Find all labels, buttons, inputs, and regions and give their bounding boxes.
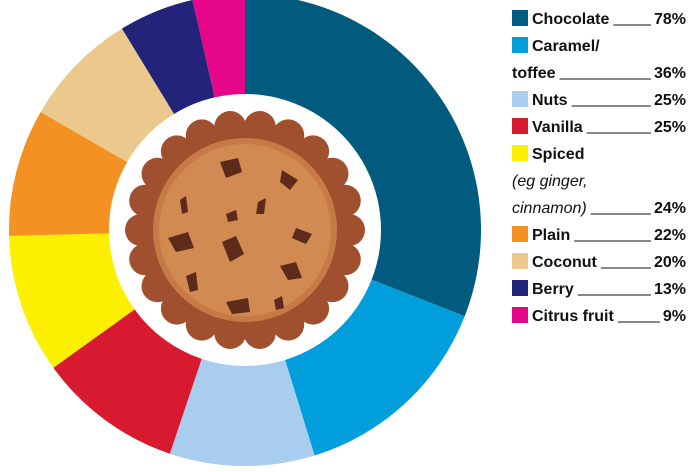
donut-slice (9, 233, 135, 368)
legend-value: 9% (663, 308, 686, 325)
legend-swatch (512, 91, 528, 107)
donut-slice (8, 112, 128, 236)
legend-label: Berry (532, 281, 574, 298)
legend-annotation: (eg ginger, cinnamon) (512, 173, 588, 217)
donut-slice (121, 0, 215, 114)
legend-label: Chocolate (532, 11, 609, 28)
legend-swatch (512, 10, 528, 26)
legend-label: Spiced (532, 146, 584, 163)
legend-swatch (512, 145, 528, 161)
legend-label: Nuts (532, 92, 568, 109)
legend-value: 20% (654, 254, 686, 271)
cookie-illustration (125, 111, 365, 349)
legend-value: 25% (654, 119, 686, 136)
legend-label: Plain (532, 227, 570, 244)
legend-swatch (512, 280, 528, 296)
legend-value: 22% (654, 227, 686, 244)
legend-label: Coconut (532, 254, 598, 271)
legend-value: 78% (654, 11, 686, 28)
legend-label: Citrus fruit (532, 308, 614, 325)
legend-value: 25% (654, 92, 686, 109)
legend-swatch (512, 253, 528, 269)
donut-slice (169, 358, 315, 466)
legend-value: 36% (654, 65, 686, 82)
donut-slice (192, 0, 245, 98)
legend-label: Vanilla (532, 119, 583, 136)
legend-swatch (512, 226, 528, 242)
donut-slice (245, 0, 481, 317)
legend-swatch (512, 307, 528, 323)
legend-label: Caramel/toffee (512, 38, 600, 82)
legend-value: 24% (654, 200, 686, 217)
donut-slice (40, 28, 175, 162)
donut-slice (285, 279, 465, 456)
legend-value: 13% (654, 281, 686, 298)
donut-slice (53, 309, 202, 454)
legend-swatch (512, 118, 528, 134)
legend-swatch (512, 37, 528, 53)
